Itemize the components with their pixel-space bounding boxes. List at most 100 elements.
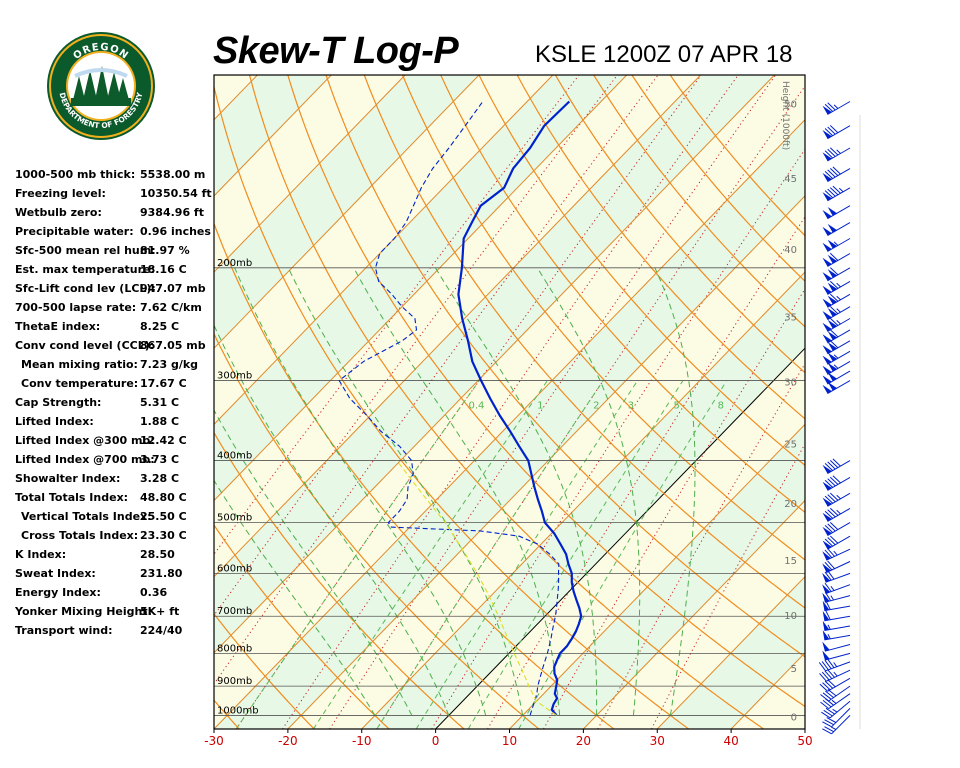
barb-shaft	[827, 329, 851, 344]
index-value: 8.25 C	[140, 320, 180, 333]
barb-pennant	[822, 584, 831, 594]
isotherm-line	[583, 499, 805, 729]
barb-flag	[827, 169, 836, 178]
index-label: Conv temperature:	[21, 377, 139, 390]
wind-barb	[822, 370, 851, 385]
isotherm-line	[214, 75, 406, 273]
barb-flag	[829, 522, 839, 530]
barb-flag	[827, 102, 836, 111]
barb-flag	[824, 510, 834, 519]
barb-half-flag	[833, 241, 839, 246]
barb-pennant	[827, 331, 837, 340]
barb-flag	[823, 709, 833, 717]
moist-adiabat-line	[214, 409, 413, 716]
barb-flag	[827, 560, 835, 570]
barb-flag	[824, 680, 834, 689]
barb-flag	[824, 582, 832, 592]
barb-flag	[824, 190, 834, 199]
barb-pennant	[822, 464, 832, 474]
index-value: 3.73 C	[140, 453, 180, 466]
wind-barb	[822, 708, 851, 728]
index-value: 23.30 C	[140, 529, 187, 542]
index-value: 10350.54 ft	[140, 187, 212, 200]
barb-flag	[829, 125, 839, 134]
barb-pennant	[827, 295, 837, 305]
barb-shaft	[827, 293, 851, 308]
barb-flag	[824, 463, 834, 471]
barb-flag	[827, 478, 836, 487]
barb-half-flag	[827, 633, 831, 640]
barb-shaft	[824, 605, 851, 612]
barb-pennant	[822, 285, 832, 295]
barb-pennant	[827, 319, 837, 329]
x-tick-label: 0	[432, 734, 440, 748]
barb-flag	[821, 671, 830, 681]
barb-shaft	[827, 280, 851, 295]
barb-shaft	[824, 644, 851, 652]
index-value: 28.50	[140, 548, 175, 561]
wind-barb	[822, 147, 851, 162]
pressure-label: 700mb	[217, 606, 252, 617]
index-value: 81.97 %	[140, 244, 190, 257]
dry-adiabat-line	[516, 75, 805, 420]
barb-shaft	[827, 677, 851, 692]
barb-flag	[824, 660, 832, 669]
barb-flag	[819, 673, 827, 682]
barb-half-flag	[830, 586, 835, 591]
dry-adiabat-line	[248, 75, 764, 729]
index-value: 867.05 mb	[140, 339, 206, 352]
barb-flag	[827, 494, 836, 503]
wind-barb	[822, 340, 851, 355]
barb-shaft	[824, 634, 851, 641]
barb-flag	[824, 128, 834, 137]
wind-barb	[822, 267, 851, 282]
isotherm-line	[804, 728, 805, 729]
index-label: Lifted Index @700 mb:	[15, 453, 155, 466]
plot-area	[214, 75, 805, 729]
barb-shaft	[827, 350, 851, 365]
barb-flag	[829, 535, 839, 544]
index-label: Cross Totals Index:	[21, 529, 139, 542]
index-row: 700-500 lapse rate: 7.62 C/km	[15, 301, 215, 320]
index-value: 5538.00 m	[140, 168, 206, 181]
barb-pennant	[827, 207, 837, 216]
index-value: 231.80	[140, 567, 183, 580]
barb-flag	[829, 329, 839, 338]
barb-shaft	[827, 476, 851, 491]
index-row: Sfc-500 mean rel hum: 81.97 %	[15, 244, 215, 263]
barb-half-flag	[833, 671, 838, 677]
barb-pennant	[822, 600, 830, 611]
barb-shaft	[827, 125, 851, 140]
barb-half-flag	[833, 354, 839, 359]
barb-shaft	[825, 661, 851, 672]
barb-flag	[829, 267, 839, 276]
index-value: 12.42 C	[140, 434, 187, 447]
index-label: Energy Index:	[15, 586, 101, 599]
wind-barb	[822, 522, 851, 537]
pressure-label: 300mb	[217, 371, 252, 382]
barb-pennant	[827, 282, 837, 292]
barb-pennant	[827, 352, 837, 362]
dry-adiabat-line	[401, 75, 805, 561]
barb-pennant	[827, 269, 837, 278]
barb-shaft	[827, 535, 851, 550]
index-label: Cap Strength:	[15, 396, 102, 409]
barb-flag	[824, 495, 834, 504]
index-value: 0.96 inches	[140, 225, 211, 238]
height-tick-label: 15	[784, 556, 797, 567]
isotherm-line	[287, 195, 805, 729]
barb-pennant	[822, 242, 832, 252]
barb-flag	[827, 148, 836, 157]
barb-pennant	[827, 342, 837, 351]
mixing-ratio-line	[518, 380, 728, 729]
barb-pennant	[822, 630, 830, 640]
x-tick-label: 50	[797, 734, 812, 748]
wind-barb	[822, 360, 851, 375]
barb-flag	[827, 537, 836, 546]
index-row: Yonker Mixing Height: 5K+ ft	[15, 605, 215, 624]
barb-pennant	[822, 298, 832, 308]
parcel-trace	[396, 460, 557, 716]
dry-adiabat-line	[478, 75, 805, 467]
barb-pennant	[822, 365, 832, 375]
oregon-forestry-logo: OREGON DEPARTMENT OF FORESTRY	[47, 32, 155, 140]
